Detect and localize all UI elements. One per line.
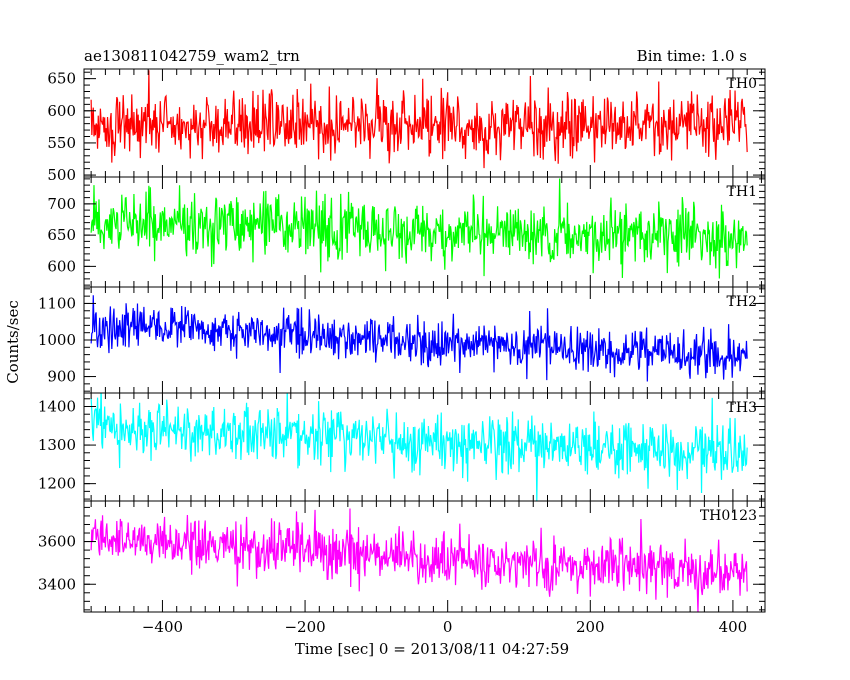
panel-label-th2: TH2 [727, 294, 757, 310]
panel-th1: 600 650 700 TH1 [47, 176, 766, 288]
panel-label-th0123: TH0123 [700, 508, 757, 524]
panel-th3: 1200 1300 1400 TH3 [38, 392, 766, 502]
panel-label-th0: TH0 [727, 76, 757, 92]
y-tick-label: 600 [47, 257, 76, 275]
y-axis-title: Counts/sec [4, 300, 22, 384]
series-line-th2 [90, 295, 748, 382]
y-tick-label: 550 [47, 134, 76, 152]
y-tick-label: 650 [47, 226, 76, 244]
y-tick-label: 600 [47, 102, 76, 120]
y-tick-label: 500 [47, 166, 76, 184]
y-tick-label: 700 [47, 195, 76, 213]
panel-label-th3: TH3 [727, 400, 757, 416]
panels-group: 500 550 600 650 TH0 600 650 700 TH1 900 1000 1100 TH… [38, 68, 766, 636]
x-axis-title: Time [sec] 0 = 2013/08/11 04:27:59 [295, 640, 569, 658]
series-line-th3 [90, 393, 748, 501]
bin-time-label: Bin time: 1.0 s [637, 47, 747, 65]
series-line-th0123 [90, 508, 748, 612]
panel-label-th1: TH1 [727, 184, 757, 200]
panel-frame [83, 500, 766, 613]
y-tick-label: 3400 [38, 575, 76, 593]
y-tick-label: 1300 [38, 436, 76, 454]
chart-title: ae130811042759_wam2_trn [84, 47, 300, 65]
y-tick-label: 1400 [38, 398, 76, 416]
panel-th2: 900 1000 1100 TH2 [38, 286, 766, 394]
y-tick-label: 1200 [38, 475, 76, 493]
series-line-th0 [90, 70, 748, 169]
y-tick-label: 650 [47, 70, 76, 88]
x-tick-label: 200 [576, 618, 605, 636]
panel-th0: 500 550 600 650 TH0 [47, 68, 766, 184]
y-tick-label: 3600 [38, 533, 76, 551]
y-tick-label: 900 [47, 368, 76, 386]
panel-th0123: 3400 3600 TH0123 [38, 500, 766, 613]
x-tick-label: −400 [142, 618, 183, 636]
x-tick-label: −200 [284, 618, 325, 636]
series-line-th1 [90, 178, 748, 279]
x-tick-label: 400 [719, 618, 748, 636]
x-tick-label: 0 [443, 618, 453, 636]
y-tick-label: 1000 [38, 331, 76, 349]
y-tick-label: 1100 [38, 294, 76, 312]
